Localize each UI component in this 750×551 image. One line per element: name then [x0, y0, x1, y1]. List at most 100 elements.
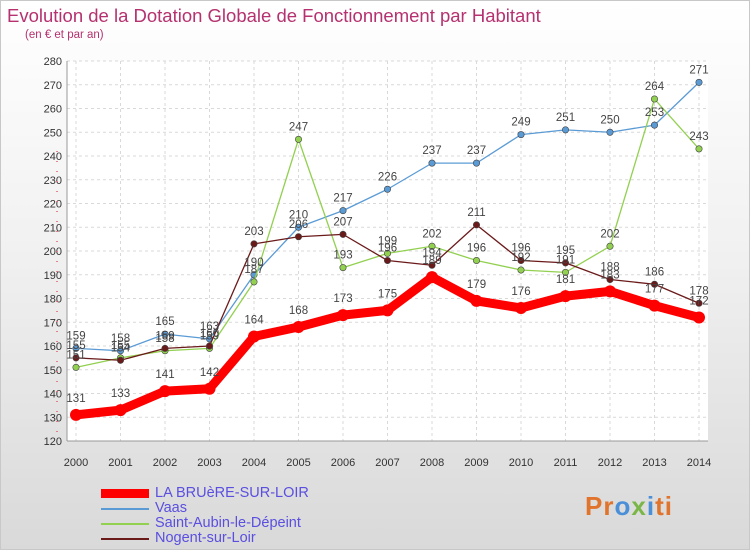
legend-label: LA BRUèRE-SUR-LOIR [155, 485, 309, 501]
data-point [294, 223, 302, 231]
data-point [561, 259, 569, 267]
data-point [292, 321, 305, 333]
data-point [383, 185, 391, 193]
data-label: 176 [511, 286, 530, 298]
data-label: 172 [689, 296, 708, 308]
x-tick-label: 2006 [331, 457, 355, 469]
data-point [604, 285, 616, 298]
data-label: 189 [422, 255, 441, 267]
data-point [161, 344, 169, 352]
data-label: 226 [378, 171, 397, 183]
data-label: 158 [111, 333, 130, 345]
legend-swatch [101, 489, 149, 498]
data-label: 203 [244, 226, 263, 238]
data-label: 131 [66, 393, 85, 405]
data-label: 151 [66, 349, 85, 361]
data-point [517, 266, 525, 274]
data-point [72, 354, 80, 362]
data-label: 163 [200, 321, 219, 333]
y-tick-label: 210 [44, 222, 62, 234]
data-point [426, 271, 438, 284]
data-point [515, 302, 527, 314]
y-tick-label: 240 [44, 151, 62, 163]
y-tick-label: 130 [44, 412, 62, 424]
data-label: 175 [378, 288, 397, 300]
data-label: 251 [556, 112, 575, 124]
x-tick-label: 2009 [464, 457, 488, 469]
data-label: 187 [244, 264, 263, 276]
data-label: 211 [467, 207, 485, 219]
data-label: 133 [111, 388, 130, 400]
x-tick-label: 2008 [420, 457, 444, 469]
x-tick-label: 2007 [375, 457, 399, 469]
data-label: 186 [645, 266, 664, 278]
data-point [203, 382, 216, 395]
data-label: 247 [289, 121, 308, 133]
x-tick-label: 2010 [509, 457, 533, 469]
data-point [559, 290, 572, 303]
data-label: 243 [689, 131, 708, 143]
data-label: 159 [200, 330, 219, 342]
data-label: 155 [66, 340, 85, 352]
data-point [294, 233, 302, 241]
data-label: 178 [689, 285, 708, 297]
data-label: 155 [111, 340, 130, 352]
data-point [472, 221, 480, 229]
data-point [161, 330, 169, 338]
axes: 120 130 140 150 160 170 180 190 200 210 220 230 240 2… [44, 56, 712, 469]
data-point [294, 135, 302, 143]
data-point [381, 304, 394, 317]
data-point [70, 408, 82, 421]
data-label: 196 [511, 243, 530, 255]
legend-item: Vaas [101, 500, 421, 516]
chart-subtitle: (en € et par an) [25, 29, 104, 41]
data-point [337, 309, 349, 322]
data-label: 202 [422, 228, 441, 240]
legend-swatch [101, 523, 149, 525]
y-tick-label: 160 [44, 341, 62, 353]
data-label: 181 [556, 274, 575, 286]
data-label: 250 [600, 114, 619, 126]
data-point [428, 261, 436, 269]
data-point [695, 78, 703, 86]
proxiti-logo: Proxiti [585, 491, 673, 521]
series-lines [70, 78, 705, 421]
data-label: 210 [289, 209, 308, 221]
data-point [114, 404, 127, 417]
data-label: 173 [333, 293, 352, 305]
data-point [650, 121, 658, 129]
data-label: 193 [333, 250, 352, 262]
data-point [72, 363, 80, 371]
data-point [339, 207, 347, 215]
data-point [250, 278, 258, 286]
data-label: 271 [689, 64, 708, 76]
data-label: 217 [333, 193, 352, 205]
x-tick-label: 2013 [642, 457, 666, 469]
y-tick-label: 170 [44, 317, 62, 329]
x-tick-label: 2012 [598, 457, 622, 469]
data-label: 154 [111, 342, 131, 354]
x-tick-label: 2014 [687, 457, 711, 469]
legend-item: Nogent-sur-Loir [101, 530, 421, 546]
data-point [472, 159, 480, 167]
data-label: 202 [600, 228, 619, 240]
data-label: 168 [289, 305, 308, 317]
data-label: 237 [422, 145, 441, 157]
x-tick-label: 2001 [108, 457, 132, 469]
legend-swatch [101, 538, 149, 540]
chart-title: Evolution de la Dotation Globale de Fonc… [7, 5, 541, 26]
legend-item: Saint-Aubin-le-Dépeint [101, 515, 421, 531]
data-label: 195 [556, 245, 575, 257]
legend-label: Nogent-sur-Loir [155, 530, 256, 546]
data-point [695, 299, 703, 307]
data-label: 179 [467, 279, 486, 291]
y-tick-label: 190 [44, 270, 62, 282]
data-label: 194 [422, 247, 442, 259]
data-label: 206 [289, 219, 308, 231]
x-tick-label: 2005 [286, 457, 310, 469]
data-point [339, 264, 347, 272]
data-label: 164 [244, 315, 264, 327]
legend-item: LA BRUèRE-SUR-LOIR [101, 485, 421, 501]
